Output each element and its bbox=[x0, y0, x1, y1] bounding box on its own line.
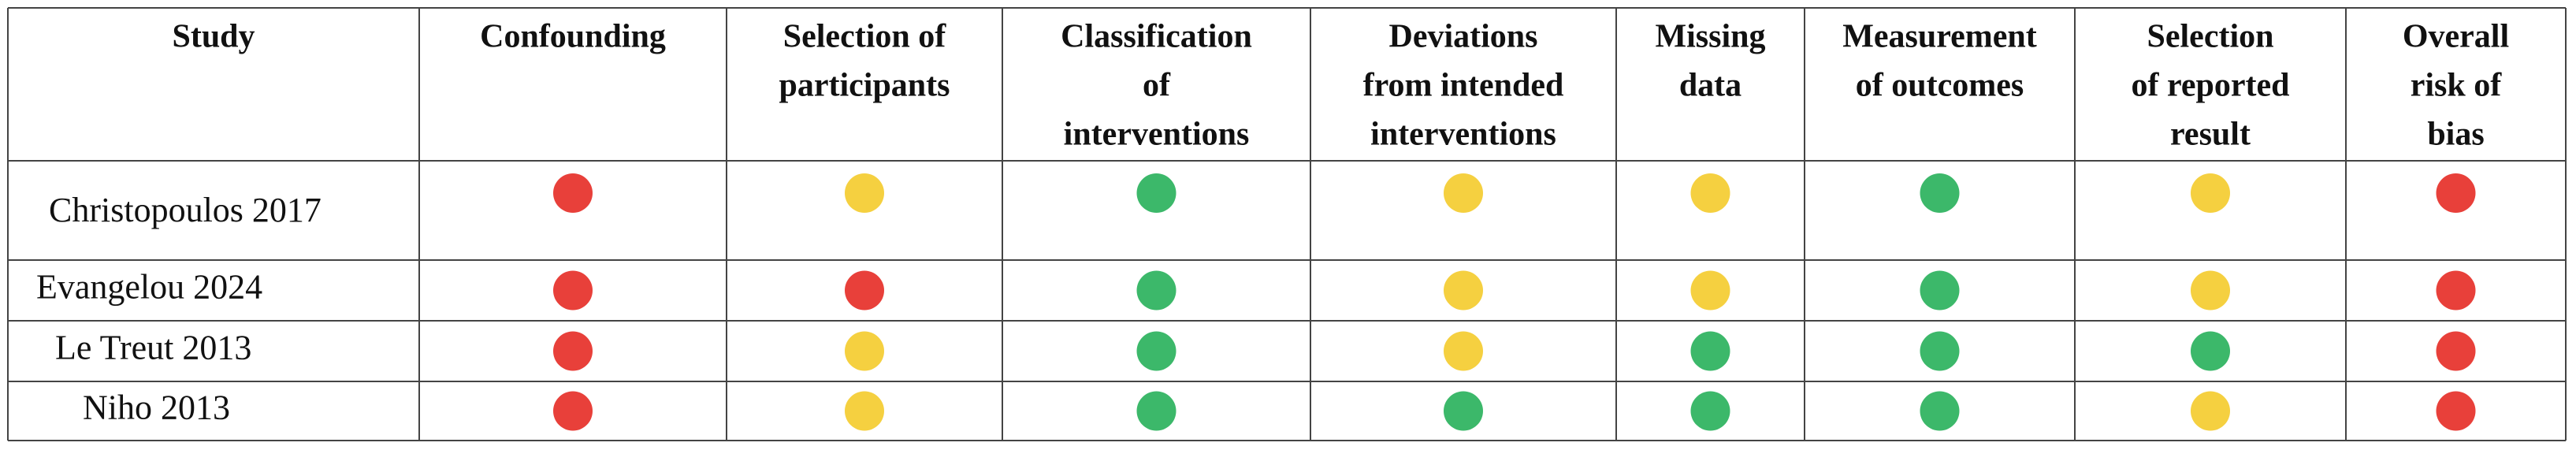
risk-dot bbox=[1920, 173, 1960, 213]
risk-dot bbox=[1920, 270, 1960, 311]
risk-dot bbox=[1920, 331, 1960, 371]
study-name: Le Treut 2013 bbox=[55, 329, 251, 367]
study-name: Christopoulos 2017 bbox=[49, 191, 322, 229]
header-text: data bbox=[1679, 68, 1741, 104]
study-name: Niho 2013 bbox=[83, 389, 230, 427]
header-text: Confounding bbox=[480, 19, 666, 55]
risk-dot bbox=[1444, 331, 1483, 371]
header-text: result bbox=[2170, 117, 2251, 153]
header-text: of reported bbox=[2132, 68, 2290, 104]
risk-dot bbox=[1690, 270, 1730, 311]
risk-dot bbox=[2436, 270, 2476, 311]
risk-dot bbox=[1136, 173, 1176, 213]
study-name: Evangelou 2024 bbox=[36, 268, 262, 307]
risk-dot bbox=[845, 173, 884, 213]
risk-dot bbox=[1136, 391, 1176, 431]
risk-dot bbox=[553, 173, 593, 213]
risk-dot bbox=[845, 331, 884, 371]
risk-dot bbox=[2191, 391, 2230, 431]
header-text: interventions bbox=[1370, 117, 1556, 153]
risk-dot bbox=[845, 391, 884, 431]
header-text: of bbox=[1143, 68, 1171, 104]
risk-dot bbox=[2191, 331, 2230, 371]
risk-dot bbox=[845, 270, 884, 311]
risk-dot bbox=[1690, 391, 1730, 431]
risk-dot bbox=[1444, 270, 1483, 311]
header-text: bias bbox=[2427, 117, 2484, 153]
risk-dot bbox=[1690, 173, 1730, 213]
header-text: risk of bbox=[2411, 68, 2503, 104]
header-text: interventions bbox=[1064, 117, 1250, 153]
header-text: from intended bbox=[1363, 68, 1564, 104]
header-text: of outcomes bbox=[1856, 68, 2024, 104]
header-text: Selection bbox=[2147, 19, 2274, 55]
header-text: Selection of bbox=[783, 19, 946, 55]
risk-dot bbox=[553, 331, 593, 371]
header-text: Study bbox=[172, 19, 255, 55]
risk-dot bbox=[1444, 173, 1483, 213]
risk-dot bbox=[2191, 173, 2230, 213]
risk-dot bbox=[553, 270, 593, 311]
risk-dot bbox=[1136, 270, 1176, 311]
header-text: Missing bbox=[1655, 19, 1765, 55]
header-text: Overall bbox=[2403, 19, 2509, 55]
risk-dot bbox=[2436, 331, 2476, 371]
header-text: Deviations bbox=[1389, 19, 1538, 55]
header-text: Measurement bbox=[1842, 19, 2036, 55]
risk-dot bbox=[2436, 391, 2476, 431]
header-text: participants bbox=[779, 68, 950, 104]
risk-dot bbox=[2191, 270, 2230, 311]
risk-dot bbox=[1136, 331, 1176, 371]
header-text: Classification bbox=[1061, 19, 1252, 55]
risk-dot bbox=[1920, 391, 1960, 431]
risk-dot bbox=[1444, 391, 1483, 431]
risk-dot bbox=[553, 391, 593, 431]
risk-dot bbox=[2436, 173, 2476, 213]
risk-dot bbox=[1690, 331, 1730, 371]
